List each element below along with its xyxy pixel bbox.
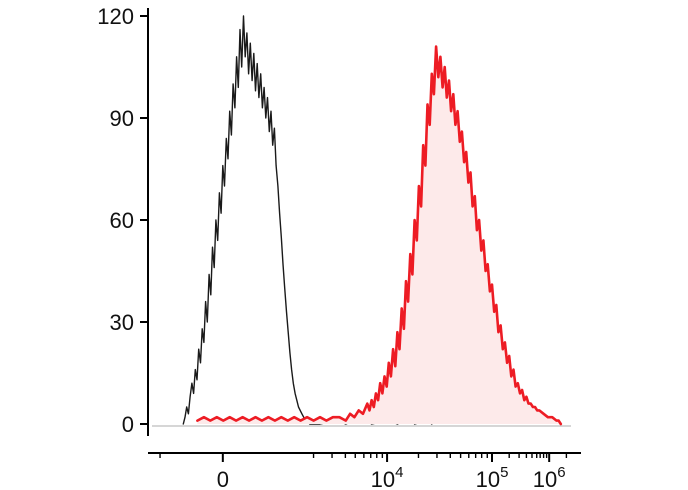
x-axis-tick-label: 105 (476, 464, 509, 490)
y-axis-tick-label: 0 (122, 412, 134, 437)
y-axis-tick-label: 60 (110, 208, 134, 233)
stained-red-histogram-fill (197, 46, 561, 424)
control-black-histogram-curve (182, 15, 433, 425)
x-axis-tick-label: 106 (533, 464, 566, 490)
y-axis-tick-label: 30 (110, 310, 134, 335)
y-axis-tick-label: 90 (110, 106, 134, 131)
x-axis-tick-label: 104 (371, 464, 404, 490)
x-axis-tick-label: 0 (217, 467, 229, 490)
stained-red-histogram-curve (196, 45, 563, 426)
y-axis-tick-label: 120 (97, 4, 134, 29)
